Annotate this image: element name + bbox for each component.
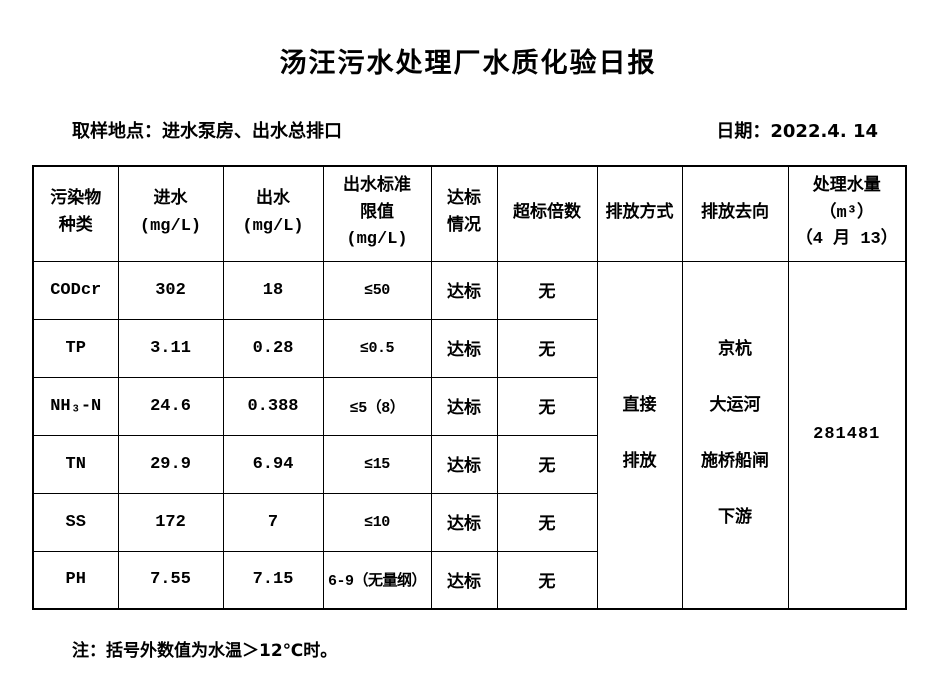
cell-pollutant: CODcr xyxy=(32,260,119,320)
cell-effluent: 6.94 xyxy=(222,434,324,494)
cell-limit: ≤5（8） xyxy=(322,376,432,436)
table-header-row: 污染物 种类 进水 (mg/L) 出水 (mg/L) 出水标准 限值 (mg/L… xyxy=(32,165,907,262)
column-header-treated-volume: 处理水量 （m³） （4 月 13） xyxy=(787,165,907,262)
cell-compliance: 达标 xyxy=(430,260,498,320)
cell-effluent: 18 xyxy=(222,260,324,320)
water-quality-table: 污染物 种类 进水 (mg/L) 出水 (mg/L) 出水标准 限值 (mg/L… xyxy=(32,165,907,610)
cell-compliance: 达标 xyxy=(430,434,498,494)
cell-exceed: 无 xyxy=(496,492,598,552)
column-header-influent: 进水 (mg/L) xyxy=(117,165,224,262)
cell-pollutant: TN xyxy=(32,434,119,494)
cell-influent: 29.9 xyxy=(117,434,224,494)
table-row: CODcr 302 18 ≤50 达标 无 直接 排放 京杭 大运河 施桥船闸 … xyxy=(32,260,907,610)
cell-limit: ≤10 xyxy=(322,492,432,552)
cell-discharge-destination: 京杭 大运河 施桥船闸 下游 xyxy=(681,260,789,610)
cell-discharge-mode: 直接 排放 xyxy=(596,260,683,610)
cell-compliance: 达标 xyxy=(430,376,498,436)
cell-treated-volume: 281481 xyxy=(787,260,907,610)
cell-effluent: 7.15 xyxy=(222,550,324,610)
cell-pollutant: PH xyxy=(32,550,119,610)
cell-effluent: 7 xyxy=(222,492,324,552)
cell-influent: 302 xyxy=(117,260,224,320)
cell-influent: 24.6 xyxy=(117,376,224,436)
column-header-limit: 出水标准 限值 (mg/L) xyxy=(322,165,432,262)
sampling-location-text: 取样地点：进水泵房、出水总排口 xyxy=(72,121,342,142)
column-header-exceed: 超标倍数 xyxy=(496,165,598,262)
report-date-text: 日期：2022.4. 14 xyxy=(716,121,878,142)
table-row: TP 3.11 0.28 ≤0.5 达标 无 xyxy=(32,318,906,378)
table-row: TN 29.9 6.94 ≤15 达标 无 xyxy=(32,434,906,494)
cell-influent: 3.11 xyxy=(117,318,224,378)
cell-exceed: 无 xyxy=(496,318,598,378)
cell-compliance: 达标 xyxy=(430,318,498,378)
column-header-pollutant: 污染物 种类 xyxy=(32,165,119,262)
meta-row: 取样地点：进水泵房、出水总排口 日期：2022.4. 14 xyxy=(72,117,878,143)
cell-pollutant: SS xyxy=(32,492,119,552)
cell-limit: ≤15 xyxy=(322,434,432,494)
cell-exceed: 无 xyxy=(496,434,598,494)
cell-pollutant: TP xyxy=(32,318,119,378)
cell-effluent: 0.28 xyxy=(222,318,324,378)
cell-compliance: 达标 xyxy=(430,492,498,552)
cell-influent: 7.55 xyxy=(117,550,224,610)
cell-exceed: 无 xyxy=(496,260,598,320)
cell-compliance: 达标 xyxy=(430,550,498,610)
page-title: 汤汪污水处理厂水质化验日报 xyxy=(279,48,657,79)
cell-exceed: 无 xyxy=(496,376,598,436)
cell-limit: ≤0.5 xyxy=(322,318,432,378)
cell-influent: 172 xyxy=(117,492,224,552)
cell-effluent: 0.388 xyxy=(222,376,324,436)
column-header-discharge-mode: 排放方式 xyxy=(596,165,683,262)
table-row: NH₃-N 24.6 0.388 ≤5（8） 达标 无 xyxy=(32,376,906,436)
column-header-effluent: 出水 (mg/L) xyxy=(222,165,324,262)
column-header-compliance: 达标 情况 xyxy=(430,165,498,262)
cell-limit: 6-9（无量纲） xyxy=(322,550,432,610)
cell-limit: ≤50 xyxy=(322,260,432,320)
cell-pollutant: NH₃-N xyxy=(32,376,119,436)
table-row: SS 172 7 ≤10 达标 无 xyxy=(32,492,906,552)
footnote-text: 注：括号外数值为水温＞12℃时。 xyxy=(72,641,338,661)
table-row: PH 7.55 7.15 6-9（无量纲） 达标 无 xyxy=(32,550,906,610)
column-header-discharge-destination: 排放去向 xyxy=(681,165,789,262)
cell-exceed: 无 xyxy=(496,550,598,610)
